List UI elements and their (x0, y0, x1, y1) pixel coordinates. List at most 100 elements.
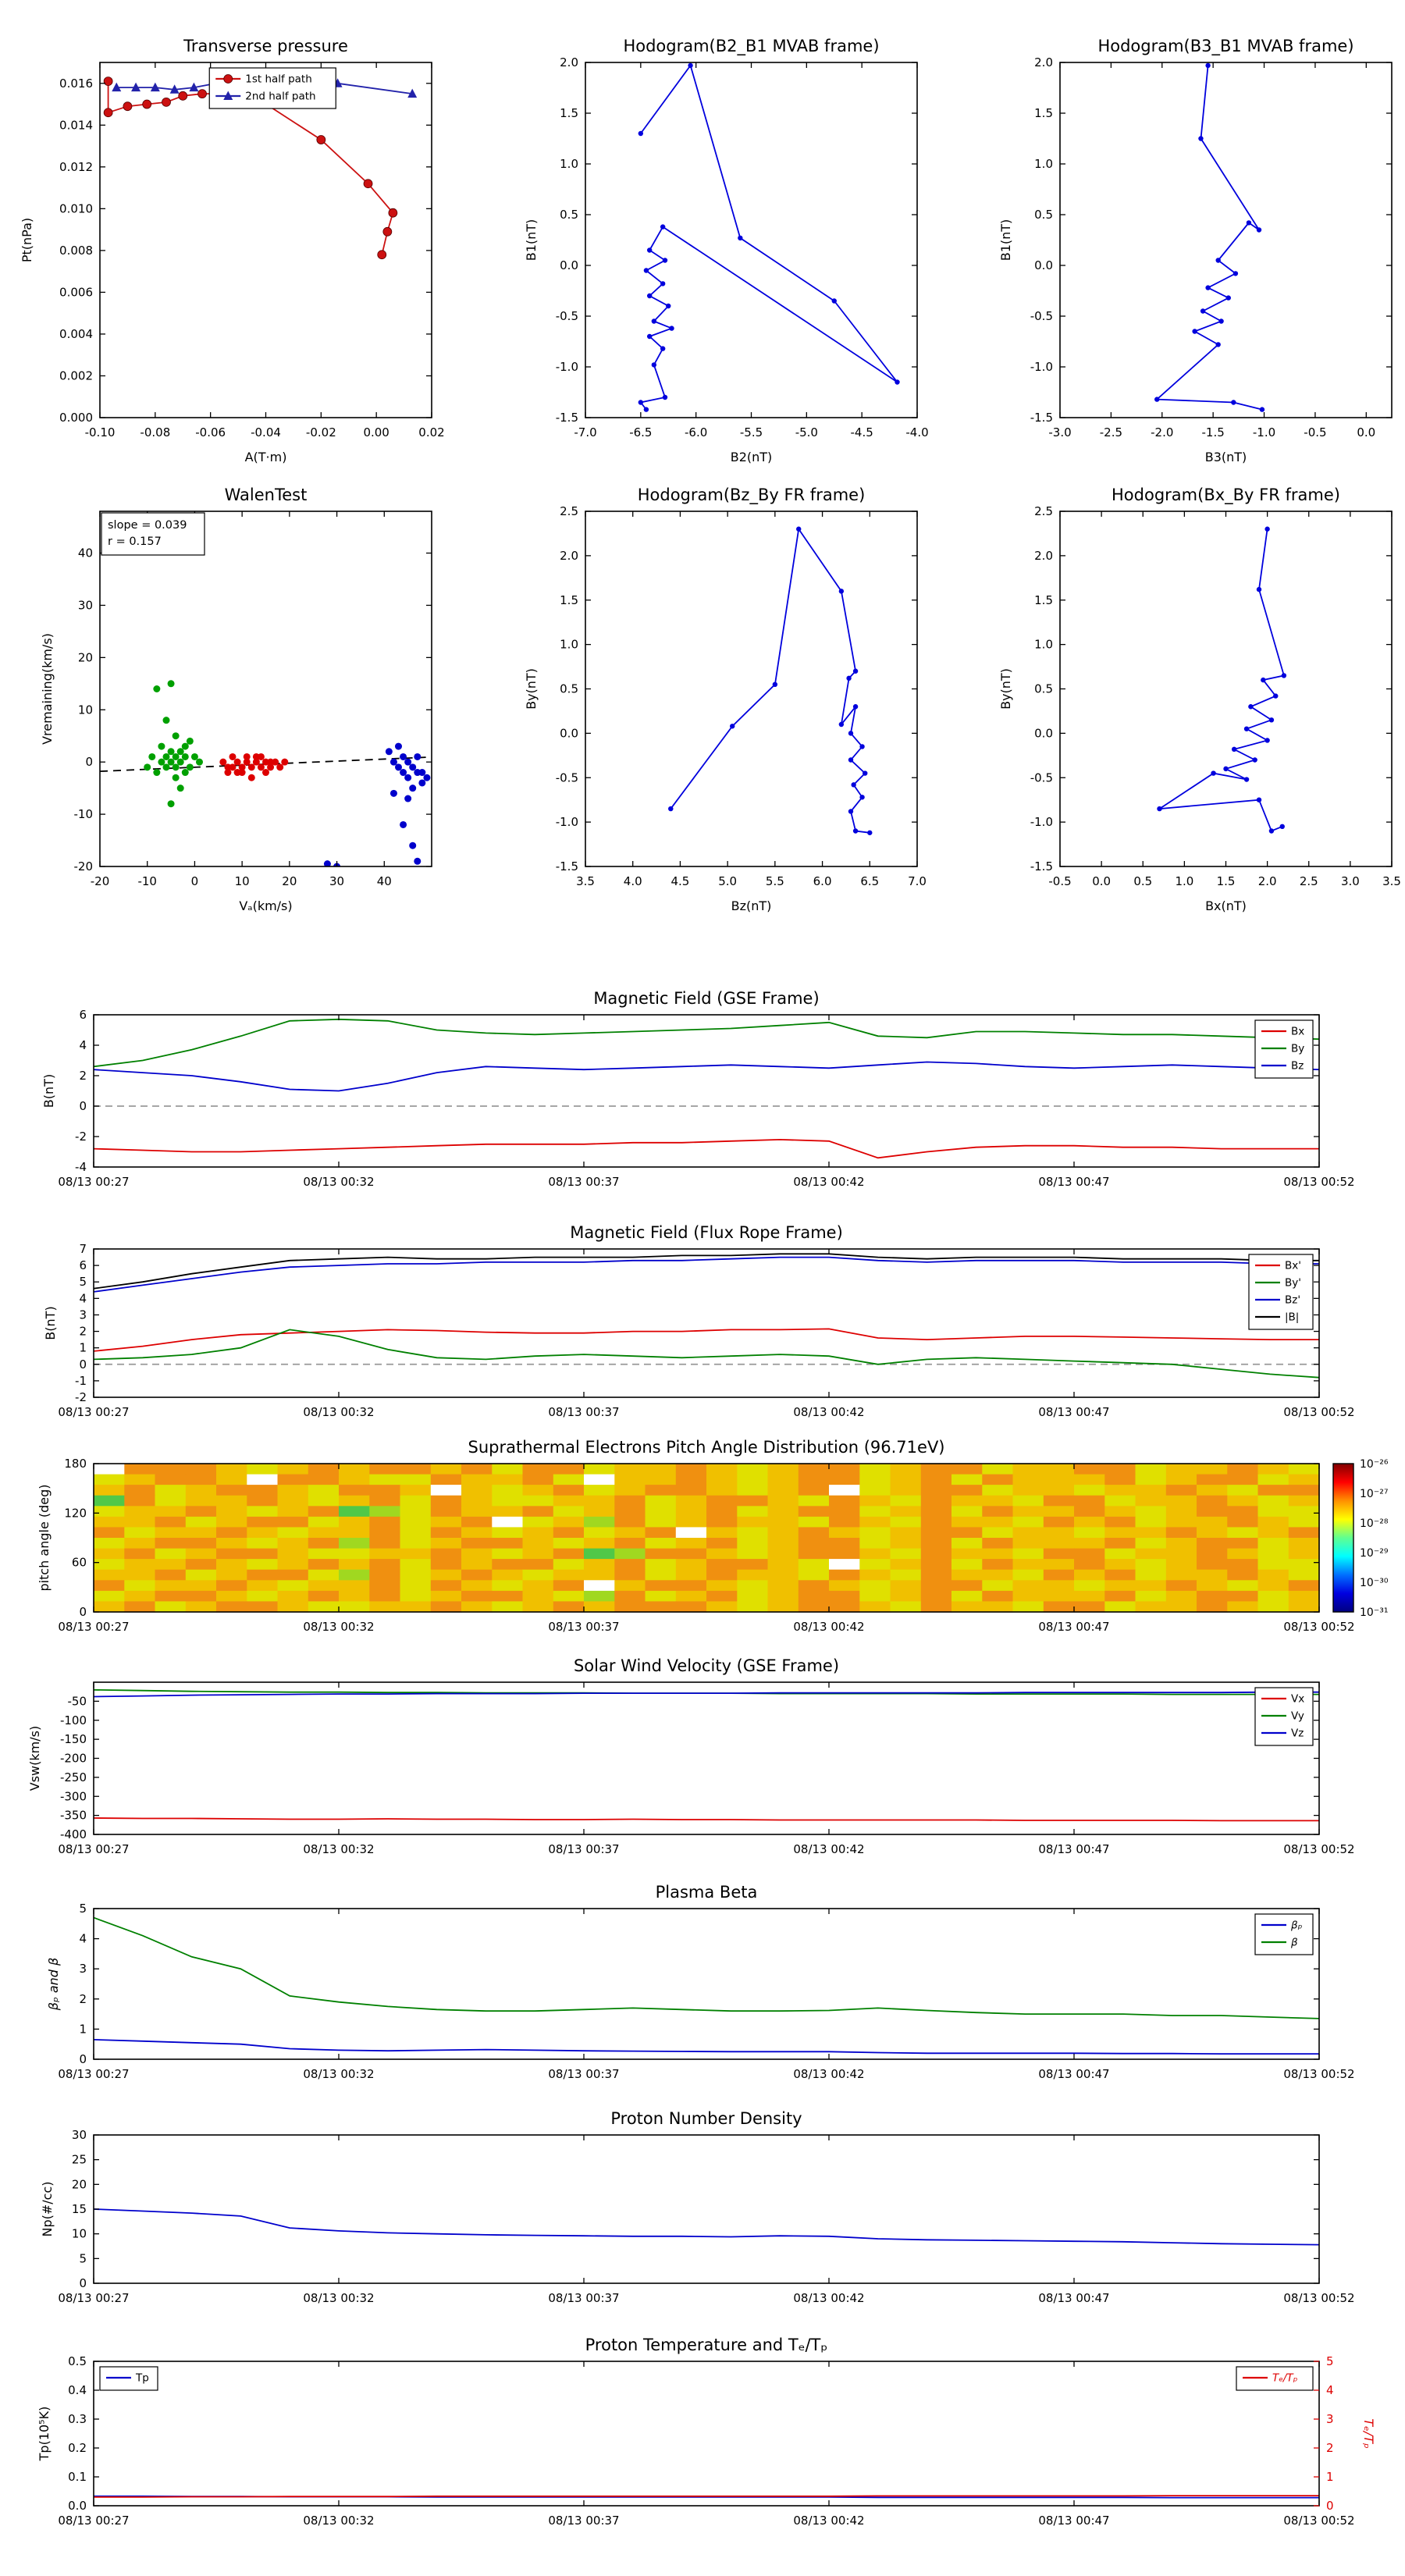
axes-box (93, 1014, 1320, 1168)
y-tick-label: 0.006 (59, 285, 93, 299)
y-tick-label: 2.0 (560, 55, 578, 69)
x-tick-label: 0.00 (363, 425, 389, 439)
series-B2-B1 path (638, 62, 900, 412)
y-tick-label: 0 (79, 2052, 87, 2066)
x-tick-label: 08/13 00:37 (548, 1405, 619, 1419)
legend-box (208, 67, 336, 109)
y-tick-label: -1.0 (1030, 815, 1053, 829)
y-tick-label: -0.5 (556, 309, 578, 323)
y-tick-label: 40 (78, 546, 93, 560)
y-tick-label: -50 (68, 1694, 87, 1708)
series-beta (94, 1916, 1319, 2019)
y-tick-label: 0 (79, 1099, 87, 1113)
series-beta_p (94, 2039, 1319, 2055)
colorbar-label: 10⁻²⁶ (1360, 1458, 1389, 1471)
y-axis-label: Vsw(km/s) (27, 1726, 42, 1791)
x-tick-label: 1.0 (1175, 874, 1193, 888)
y-tick-label: -0.5 (1030, 309, 1053, 323)
legend-label: Bz' (1285, 1294, 1300, 1307)
x-tick-label: -20 (91, 874, 110, 888)
x-tick-label: 0.0 (1357, 425, 1375, 439)
y-tick-label: 2.5 (1034, 504, 1053, 518)
chart-title: Solar Wind Velocity (GSE Frame) (574, 1656, 839, 1675)
x-tick-label: 08/13 00:52 (1283, 1842, 1354, 1856)
legend-label: Tp (135, 2372, 149, 2385)
x-tick-label: 08/13 00:37 (548, 1842, 619, 1856)
x-tick-label: -3.0 (1048, 425, 1071, 439)
x-tick-label: -4.5 (851, 425, 873, 439)
chart-hod2: -3.0 -2.5 -2.0 -1.5 -1.0 -0.5 0.0 -1.5 -1.0 -0.5 0… (998, 37, 1393, 464)
legend-box (1248, 1254, 1314, 1330)
y-tick-label: 2.0 (560, 549, 578, 563)
x-tick-label: -0.5 (1048, 874, 1071, 888)
y-tick-label: -2 (75, 1130, 87, 1144)
x-tick-label: 08/13 00:32 (303, 2291, 374, 2305)
y-tick-label: 0.1 (68, 2470, 87, 2484)
x-tick-label: 08/13 00:27 (58, 1175, 129, 1189)
annotation-box (101, 512, 205, 556)
chart-hod3: 3.5 4.0 4.5 5.0 5.5 6.0 6.5 7.0 -1.5 -1.0 -0.5 0.0 0… (524, 486, 927, 913)
x-tick-label: 5.0 (718, 874, 737, 888)
y-tick-label: 0.010 (59, 201, 93, 215)
x-tick-label: 08/13 00:52 (1283, 1405, 1354, 1419)
x-tick-label: -2.5 (1100, 425, 1122, 439)
y-tick-label: 6 (79, 1258, 87, 1272)
y-tick-label: 2.5 (560, 504, 578, 518)
x-tick-label: 08/13 00:32 (303, 2067, 374, 2081)
chart-title: Magnetic Field (Flux Rope Frame) (570, 1223, 843, 1242)
x-tick-label: -1.5 (1202, 425, 1225, 439)
x-tick-label: 08/13 00:42 (793, 1620, 864, 1634)
x-tick-label: 7.0 (908, 874, 927, 888)
chart-title: Proton Number Density (610, 2109, 802, 2128)
right-axis-label: Tₑ/Tₚ (1361, 2418, 1376, 2449)
y-tick-label: 4 (79, 1291, 87, 1305)
series-Bz' (94, 1256, 1319, 1293)
y-tick-label: 0.4 (68, 2383, 87, 2397)
x-tick-label: 08/13 00:42 (793, 2291, 864, 2305)
y-tick-label: 0.008 (59, 244, 93, 258)
x-tick-label: 6.5 (860, 874, 879, 888)
chart-hod1: -7.0 -6.5 -6.0 -5.5 -5.0 -4.5 -4.0 -1.5 -1.0 -0.5… (524, 37, 929, 464)
series-By (94, 1018, 1319, 1068)
y-tick-label: 2 (79, 1069, 87, 1083)
right-tick-label: 2 (1326, 2441, 1334, 2455)
chart-vel: 08/13 00:27 08/13 00:32 08/13 00:37 08/13 0… (27, 1656, 1355, 1856)
y-tick-label: -200 (60, 1752, 87, 1766)
x-tick-label: 08/13 00:32 (303, 1175, 374, 1189)
chart-title: Magnetic Field (GSE Frame) (593, 989, 819, 1008)
x-tick-label: 08/13 00:32 (303, 1405, 374, 1419)
x-tick-label: -1.0 (1253, 425, 1275, 439)
chart-title: WalenTest (225, 486, 308, 504)
x-tick-label: -2.0 (1151, 425, 1173, 439)
y-tick-label: 0.0 (1034, 258, 1053, 272)
y-axis-label: B(nT) (43, 1306, 58, 1340)
y-tick-label: 1.0 (560, 638, 578, 652)
x-tick-label: 4.0 (624, 874, 642, 888)
x-axis-label: B2(nT) (731, 450, 773, 464)
y-tick-label: -0.5 (556, 770, 578, 785)
series-Bx-By path (1157, 526, 1287, 834)
y-tick-label: 2.0 (1034, 549, 1053, 563)
y-tick-label: -400 (60, 1827, 87, 1841)
colorbar-label: 10⁻²⁸ (1360, 1517, 1389, 1530)
x-tick-label: 0.02 (418, 425, 444, 439)
x-tick-label: 08/13 00:27 (58, 1842, 129, 1856)
series-B3-B1 path (1154, 62, 1265, 412)
right-tick-label: 5 (1326, 2354, 1334, 2368)
x-tick-label: 2.0 (1258, 874, 1277, 888)
x-tick-label: 3.5 (1382, 874, 1401, 888)
legend-label: Bx' (1285, 1260, 1301, 1272)
y-axis-label: Vremaining(km/s) (40, 633, 55, 745)
x-tick-label: 0 (191, 874, 199, 888)
chart-gse: 08/13 00:27 08/13 00:32 08/13 00:37 08/13 0… (41, 989, 1355, 1189)
y-tick-label: 120 (64, 1506, 87, 1520)
y-tick-label: 0.3 (68, 2412, 87, 2426)
series-Vz (94, 1691, 1319, 1698)
y-tick-label: 30 (78, 598, 93, 612)
x-tick-label: 08/13 00:27 (58, 2067, 129, 2081)
y-tick-label: 1.0 (560, 157, 578, 171)
legend-label: Tₑ/Tₚ (1272, 2372, 1298, 2385)
y-tick-label: -300 (60, 1789, 87, 1803)
y-tick-label: 10 (72, 2227, 87, 2241)
